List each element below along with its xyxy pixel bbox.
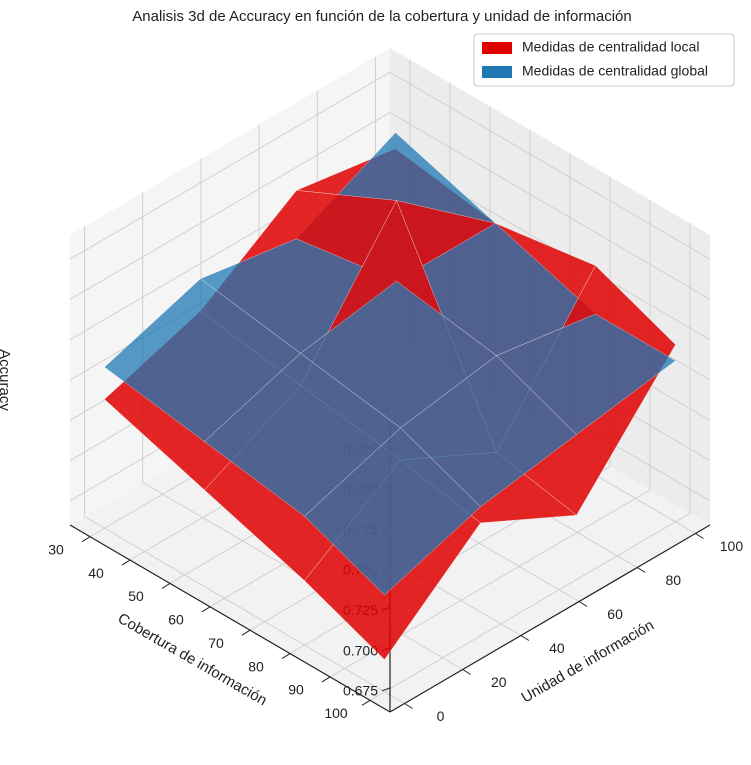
z-tick-label: 0.700 — [343, 642, 378, 658]
x-tick — [404, 703, 413, 709]
x-tick — [520, 635, 530, 641]
y-tick-label: 60 — [168, 612, 184, 628]
grid-line — [369, 512, 691, 701]
grid-line — [69, 112, 391, 300]
z-tick — [381, 687, 391, 692]
chart-title: Analisis 3d de Accuracy en función de la… — [132, 8, 631, 25]
grid-line — [389, 112, 711, 300]
y-tick-label: 100 — [324, 705, 348, 721]
x-tick-label: 60 — [607, 606, 623, 622]
y-tick — [321, 676, 331, 683]
surface-face — [304, 427, 481, 596]
y-tick — [81, 536, 91, 543]
x-tick — [462, 669, 471, 675]
x-tick-label: 20 — [491, 674, 507, 690]
y-tick — [241, 629, 251, 636]
legend-label: Medidas de centralidad global — [522, 63, 708, 79]
axis-line — [69, 524, 391, 713]
legend-label: Medidas de centralidad local — [522, 39, 699, 55]
y-tick — [201, 606, 211, 613]
x-tick — [637, 567, 646, 573]
y-tick — [361, 699, 371, 706]
y-tick-label: 30 — [48, 541, 64, 557]
y-tick-label: 70 — [208, 635, 224, 651]
z-tick-label: 0.675 — [343, 683, 378, 699]
grid-line — [84, 516, 405, 704]
grid-line — [389, 71, 711, 260]
legend-swatch — [482, 42, 512, 54]
x-tick — [578, 601, 588, 607]
x-tick-label: 40 — [549, 640, 565, 656]
y-tick-label: 40 — [88, 565, 104, 581]
x-axis-label: Unidad de información — [518, 617, 656, 707]
grid-line — [69, 71, 391, 260]
x-tick-label: 0 — [437, 708, 445, 724]
y-tick-label: 90 — [288, 682, 304, 698]
x-tick-label: 80 — [665, 572, 681, 588]
z-axis-label: Accuracy — [0, 349, 13, 411]
y-tick — [161, 583, 171, 589]
y-tick-label: 50 — [128, 588, 144, 604]
y-tick-label: 80 — [248, 658, 264, 674]
x-tick-label: 100 — [720, 538, 744, 554]
y-tick — [121, 559, 131, 566]
x-tick — [695, 533, 704, 539]
legend-box — [473, 33, 735, 87]
legend-swatch — [482, 66, 512, 78]
axis-line — [389, 524, 711, 713]
y-tick — [281, 653, 291, 659]
